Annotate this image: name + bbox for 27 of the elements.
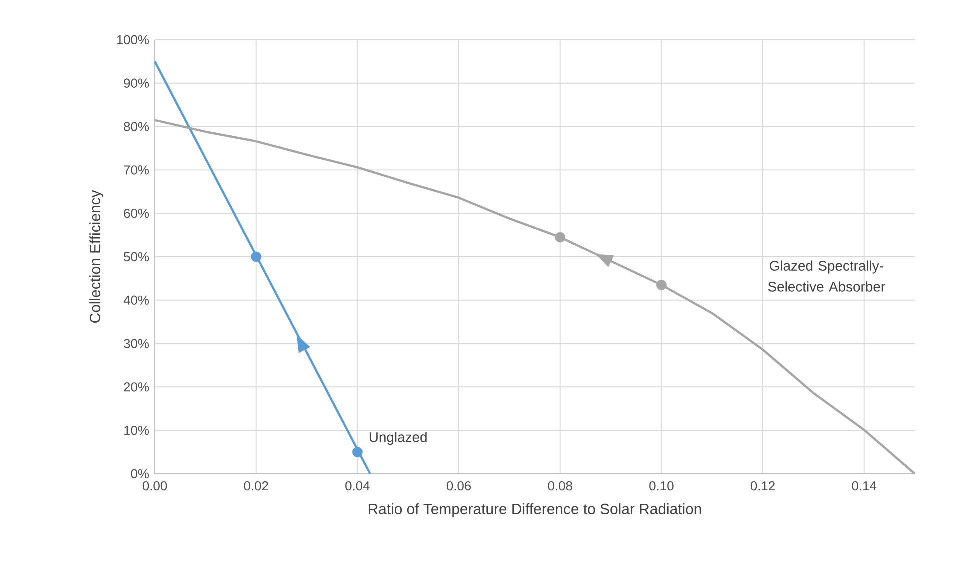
x-tick-label: 0.08 [548,482,572,491]
point [251,252,262,262]
point [656,280,667,290]
y-tick-label: 50% [124,252,150,262]
annotation: Glazed Spectrally-Selective Absorber [768,260,886,292]
x-tick-label: 0.12 [750,482,775,491]
y-axis-title: Collection Efficiency [90,190,104,323]
annotation: Unglazed [370,432,427,446]
x-tick-label: 0.06 [446,482,472,491]
x-tick-label: 0.02 [244,482,268,491]
point [352,447,363,458]
y-tick-label: 100% [117,35,150,45]
x-axis-title: Ratio of Temperature Difference to Solar Radiation [368,504,702,518]
point [555,232,566,243]
y-tick-label: 10% [124,426,150,436]
y-tick-label: 30% [124,339,150,348]
y-tick-label: 90% [124,78,150,88]
y-tick-label: 20% [124,382,150,392]
y-tick-label: 80% [124,122,150,132]
y-tick-label: 60% [124,208,150,218]
x-tick-label: 0.00 [142,482,168,491]
y-tick-label: 0% [131,469,150,479]
x-tick-label: 0.04 [346,482,370,491]
x-tick-label: 0.14 [852,482,877,491]
x-tick-label: 0.10 [650,482,674,491]
y-tick-label: 40% [124,296,150,305]
y-tick-label: 70% [124,166,150,175]
